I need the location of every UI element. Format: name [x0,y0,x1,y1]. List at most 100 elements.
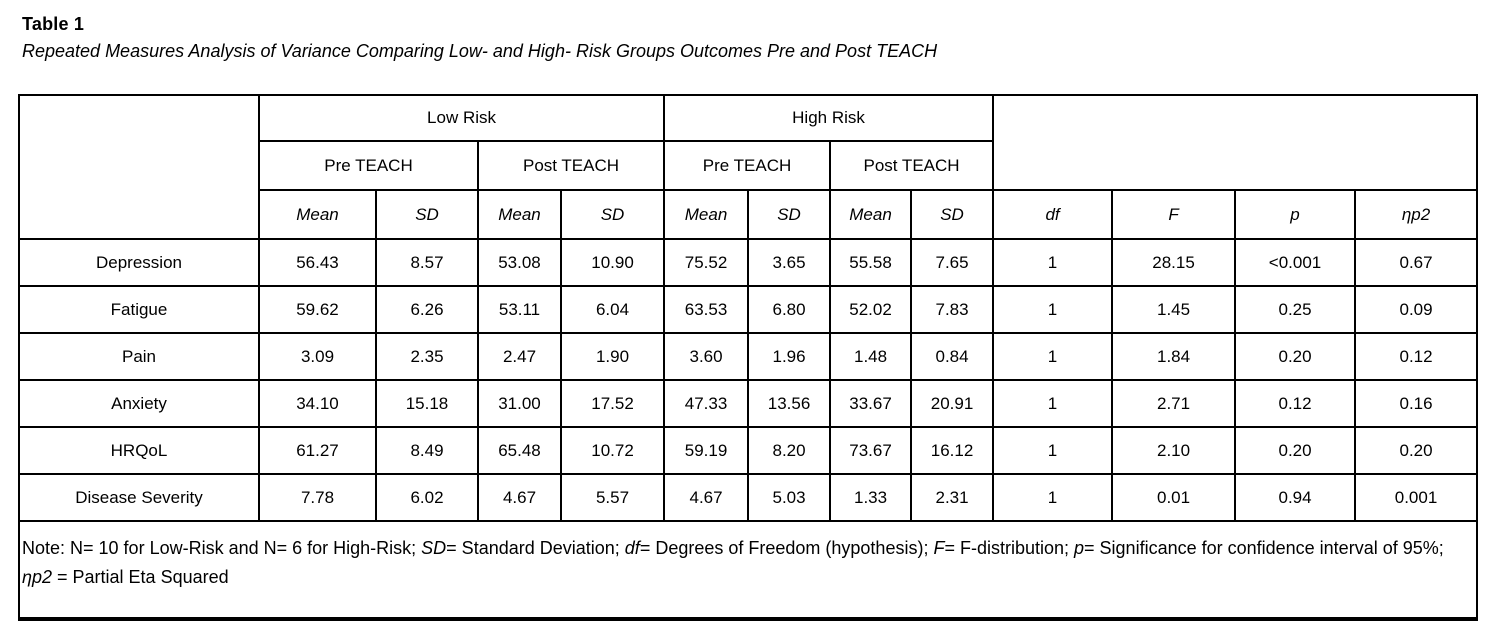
table-cell: 0.84 [910,332,995,381]
row-label: Pain [18,332,260,381]
col-header-mean: Mean [829,189,913,240]
table-cell: 0.20 [1234,332,1357,381]
table-row: Disease Severity 7.78 6.02 4.67 5.57 4.67 5.03… [18,473,1479,522]
col-header-f: F [1111,189,1237,240]
table-cell: 34.10 [258,379,377,428]
table-cell: 15.18 [375,379,479,428]
table-cell: 47.33 [663,379,750,428]
note-row: Note: N= 10 for Low-Risk and N= 6 for Hi… [17,520,1479,620]
table-cell: 63.53 [663,285,750,334]
table-cell: 1.96 [747,332,832,381]
note-text: = Degrees of Freedom (hypothesis); [639,538,934,558]
table-cell: 7.83 [910,285,995,334]
row-label: Depression [18,238,260,287]
table-cell: 6.04 [559,285,666,334]
col-header-p: p [1234,189,1357,240]
table-cell: 53.11 [477,285,562,334]
table-cell: 1 [992,426,1114,475]
table-cell: <0.001 [1234,238,1357,287]
table-cell: 1.84 [1111,332,1237,381]
col-header-mean: Mean [477,189,562,240]
table-cell: 2.31 [910,473,995,522]
table-cell: 33.67 [829,379,913,428]
col-header-eta-squared: ηp2 [1354,189,1479,240]
note-text: = F-distribution; [944,538,1075,558]
table-cell: 1.45 [1111,285,1237,334]
stat-header-row: Mean SD Mean SD Mean SD Mean SD df F p η… [19,189,1479,240]
note-text: = Partial Eta Squared [52,567,229,588]
col-header-mean: Mean [258,189,377,240]
note-text: = Standard Deviation; [446,538,625,558]
note-text: = Significance for confidence interval o… [1084,538,1444,558]
table-cell: 8.57 [375,238,479,287]
table-cell: 6.26 [375,285,479,334]
table-cell: 3.60 [663,332,750,381]
table-cell: 4.67 [663,473,750,522]
note-term: ηp2 [22,567,53,588]
table-cell: 0.12 [1234,379,1357,428]
time-header-pre-teach-low: Pre TEACH [258,140,479,191]
group-header-row: Low Risk High Risk [18,94,1479,240]
table-cell: 0.16 [1354,379,1479,428]
table-cell: 73.67 [829,426,913,475]
table-cell: 6.80 [747,285,832,334]
note-term: p [1074,538,1085,558]
table-cell: 8.49 [375,426,479,475]
table-cell: 2.71 [1111,379,1237,428]
table-cell: 65.48 [477,426,562,475]
table-cell: 16.12 [910,426,995,475]
table-cell: 2.35 [375,332,479,381]
col-header-sd: SD [375,189,479,240]
table-cell: 7.78 [258,473,377,522]
table-cell: 1 [992,285,1114,334]
table-cell: 2.47 [477,332,562,381]
table-cell: 6.02 [375,473,479,522]
table-row: Depression 56.43 8.57 53.08 10.90 75.52 3.65 55… [18,238,1479,287]
table-cell: 53.08 [477,238,562,287]
note-term: df [624,538,640,558]
table-cell: 3.09 [258,332,377,381]
table-cell: 0.20 [1354,426,1479,475]
col-header-sd: SD [559,189,666,240]
table-row: Pain 3.09 2.35 2.47 1.90 3.60 1.96 1.48 0.84 1 1.8… [18,332,1479,381]
time-header-pre-teach-high: Pre TEACH [663,140,832,191]
table-cell: 31.00 [477,379,562,428]
table-cell: 1 [992,238,1114,287]
empty-corner-cell [18,94,260,240]
table-row: Fatigue 59.62 6.26 53.11 6.04 63.53 6.80 52.02 7… [18,285,1479,334]
table-cell: 0.09 [1354,285,1479,334]
group-header-high-risk: High Risk [663,94,995,142]
row-label: HRQoL [18,426,260,475]
table-cell: 7.65 [910,238,995,287]
table-cell: 75.52 [663,238,750,287]
table-row: HRQoL 61.27 8.49 65.48 10.72 59.19 8.20 73.67 16… [18,426,1479,475]
table-cell: 20.91 [910,379,995,428]
table-cell: 1 [992,332,1114,381]
table-cell: 55.58 [829,238,913,287]
time-header-post-teach-high: Post TEACH [829,140,995,191]
table-cell: 13.56 [747,379,832,428]
table-cell: 4.67 [477,473,562,522]
table-row: Anxiety 34.10 15.18 31.00 17.52 47.33 13.56 33.… [18,379,1479,428]
table-note: Note: N= 10 for Low-Risk and N= 6 for Hi… [17,520,1479,620]
table-cell: 1 [992,473,1114,522]
table-cell: 1.33 [829,473,913,522]
col-header-mean: Mean [663,189,750,240]
table-caption: Repeated Measures Analysis of Variance C… [22,41,938,61]
col-header-sd: SD [747,189,832,240]
table-cell: 1.90 [559,332,666,381]
table-cell: 2.10 [1111,426,1237,475]
table-cell: 61.27 [258,426,377,475]
row-label: Fatigue [18,285,260,334]
row-label: Anxiety [18,379,260,428]
table-cell: 10.90 [559,238,666,287]
table-cell: 59.19 [663,426,750,475]
table-cell: 8.20 [747,426,832,475]
note-term: F [933,538,945,558]
col-header-sd: SD [910,189,995,240]
table-cell: 0.01 [1111,473,1237,522]
table-cell: 0.67 [1354,238,1479,287]
table-cell: 1.48 [829,332,913,381]
row-label: Disease Severity [18,473,260,522]
